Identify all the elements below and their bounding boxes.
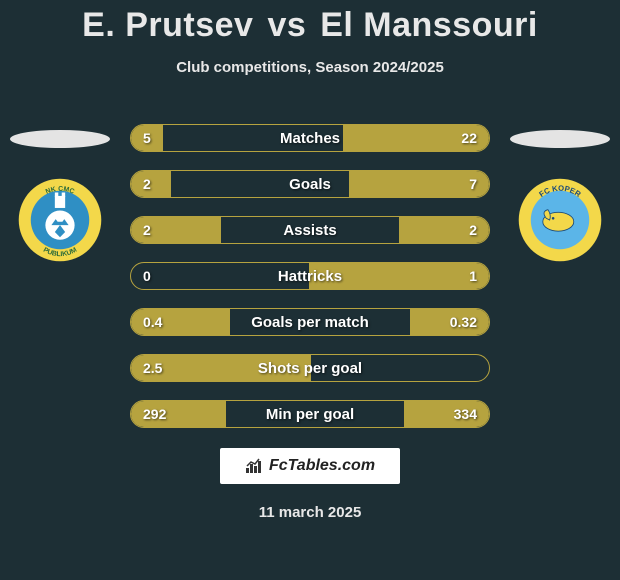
player1-name: E. Prutsev (82, 6, 253, 44)
stats-rows-container: 522Matches 27Goals 22Assists 01Hattricks 0.4… (110, 124, 510, 446)
stat-row: 522Matches (130, 124, 490, 152)
comparison-title: E. Prutsev vs El Manssouri (0, 0, 620, 45)
player1-silhouette (10, 130, 110, 148)
stat-row: 292334Min per goal (130, 400, 490, 428)
stat-row: 22Assists (130, 216, 490, 244)
watermark: FcTables.com (220, 448, 400, 484)
player2-silhouette (510, 130, 610, 148)
stat-label: Min per goal (131, 401, 489, 427)
stat-label: Goals per match (131, 309, 489, 335)
stat-label: Matches (131, 125, 489, 151)
stat-label: Assists (131, 217, 489, 243)
stat-label: Hattricks (131, 263, 489, 289)
chart-icon (245, 458, 263, 474)
stat-row: 27Goals (130, 170, 490, 198)
stat-row: 01Hattricks (130, 262, 490, 290)
stat-row: 2.5Shots per goal (130, 354, 490, 382)
stat-label: Shots per goal (131, 355, 489, 381)
stat-label: Goals (131, 171, 489, 197)
stat-row: 0.40.32Goals per match (130, 308, 490, 336)
vs-text: vs (267, 6, 306, 44)
club-badge-left: NK CMC PUBLIKUM (17, 177, 103, 263)
subtitle: Club competitions, Season 2024/2025 (0, 59, 620, 76)
date-text: 11 march 2025 (0, 504, 620, 521)
watermark-text: FcTables.com (269, 457, 375, 475)
club-badge-right: FC KOPER (517, 177, 603, 263)
player2-name: El Manssouri (320, 6, 538, 44)
